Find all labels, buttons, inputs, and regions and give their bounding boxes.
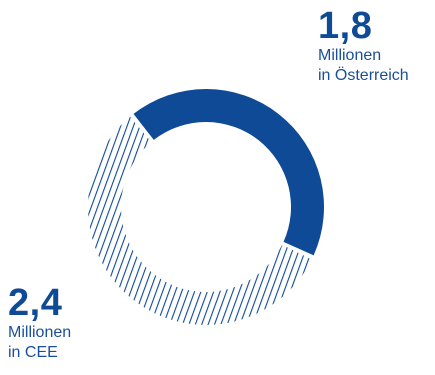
- donut-slice-austria: [133, 88, 325, 256]
- cee-region: in CEE: [8, 344, 58, 361]
- donut-slice-cee: [87, 116, 312, 325]
- austria-unit: Millionen: [318, 47, 382, 64]
- cee-label: 2,4 Millionen in CEE: [8, 283, 71, 363]
- cee-unit: Millionen: [8, 324, 72, 341]
- austria-region: in Österreich: [318, 67, 409, 84]
- austria-label: 1,8 Millionen in Österreich: [318, 6, 409, 86]
- austria-value: 1,8: [318, 5, 373, 47]
- cee-value: 2,4: [8, 282, 63, 324]
